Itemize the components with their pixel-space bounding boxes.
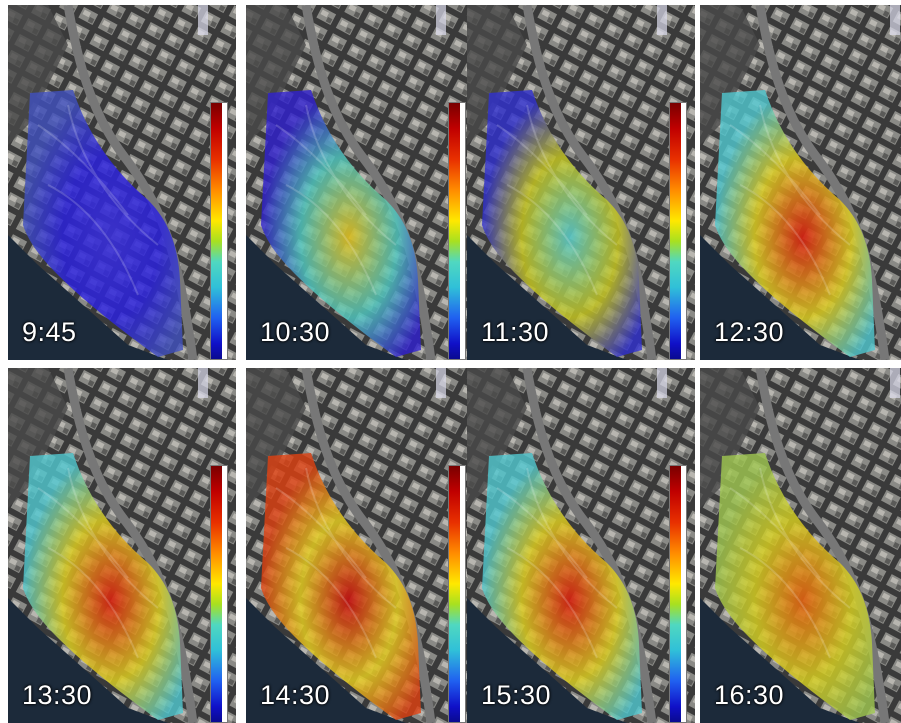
color-scale-bar (669, 102, 687, 360)
heatmap-panel: 13:30 (8, 368, 236, 723)
time-label: 10:30 (260, 317, 331, 347)
time-label: 9:45 (22, 317, 77, 347)
color-scale-bar (210, 465, 228, 723)
time-label: 14:30 (260, 680, 331, 710)
scale-ticks (461, 103, 465, 359)
color-scale-bar (210, 102, 228, 360)
scale-ticks (461, 466, 465, 722)
satellite-heatmap (467, 368, 695, 723)
color-scale-bar (448, 465, 466, 723)
color-gradient (211, 466, 222, 722)
color-scale-bar (669, 465, 687, 723)
scale-ticks (223, 103, 227, 359)
color-scale-bar (448, 102, 466, 360)
satellite-heatmap (246, 368, 474, 723)
time-label: 16:30 (714, 680, 785, 710)
heatmap-panel: 16:30 (700, 368, 901, 723)
time-label: 13:30 (22, 680, 93, 710)
color-gradient (211, 103, 222, 359)
satellite-heatmap (8, 5, 236, 360)
heatmap-panel: 11:30 (467, 5, 695, 360)
color-gradient (670, 466, 681, 722)
satellite-heatmap (467, 5, 695, 360)
time-label: 15:30 (481, 680, 552, 710)
heatmap-panel: 10:30 (246, 5, 474, 360)
color-gradient (670, 103, 681, 359)
scale-ticks (223, 466, 227, 722)
satellite-heatmap (246, 5, 474, 360)
color-gradient (449, 466, 460, 722)
heatmap-panel: 9:45 (8, 5, 236, 360)
heatmap-panel: 14:30 (246, 368, 474, 723)
scale-ticks (682, 466, 686, 722)
scale-ticks (682, 103, 686, 359)
heatmap-panel: 15:30 (467, 368, 695, 723)
satellite-heatmap (700, 368, 901, 723)
color-gradient (449, 103, 460, 359)
time-label: 11:30 (481, 317, 550, 347)
time-label: 12:30 (714, 317, 785, 347)
heatmap-panel: 12:30 (700, 5, 901, 360)
heatmap-grid: 9:45 10:30 (8, 5, 901, 723)
satellite-heatmap (8, 368, 236, 723)
satellite-heatmap (700, 5, 901, 360)
